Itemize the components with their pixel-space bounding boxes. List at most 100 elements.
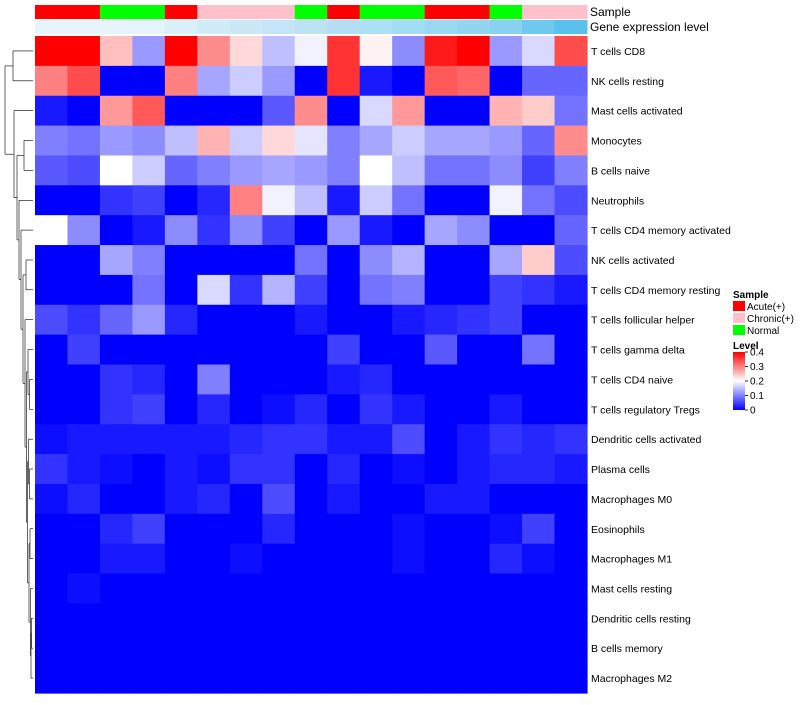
heatmap-cell xyxy=(424,334,458,366)
heatmap-cell xyxy=(327,424,361,455)
heatmap-cell xyxy=(197,394,231,425)
heatmap-cell xyxy=(99,364,134,395)
expression-annotation-cell xyxy=(132,20,166,34)
heatmap-cell xyxy=(99,663,134,694)
heatmap-cell xyxy=(424,424,458,455)
row-label: Eosinophils xyxy=(591,524,645,536)
heatmap-cell xyxy=(392,245,426,276)
heatmap-cell xyxy=(359,36,393,67)
heatmap-cell xyxy=(359,573,393,605)
expression-annotation-cell xyxy=(489,20,523,34)
heatmap-cell xyxy=(262,274,296,306)
heatmap-cell xyxy=(132,454,166,485)
heatmap-cell xyxy=(424,125,458,157)
heatmap-cell xyxy=(99,603,134,634)
heatmap-cell xyxy=(392,155,426,186)
heatmap-cell xyxy=(229,483,263,515)
heatmap-cell xyxy=(424,483,458,515)
heatmap-cell xyxy=(99,125,134,157)
heatmap-cell xyxy=(35,274,69,306)
level-tick-label: 0.4 xyxy=(750,348,764,359)
heatmap-cell xyxy=(294,215,328,246)
heatmap-cell xyxy=(99,334,134,366)
heatmap-cell xyxy=(35,483,69,515)
heatmap-cell xyxy=(229,304,263,336)
heatmap-cell xyxy=(359,633,393,664)
sample-annotation-cell xyxy=(294,5,328,19)
heatmap-cell xyxy=(229,394,263,425)
heatmap-cell xyxy=(99,513,134,545)
heatmap-cell xyxy=(359,454,393,485)
heatmap-cell xyxy=(392,36,426,67)
heatmap-cell xyxy=(164,603,198,634)
sample-annotation-cell xyxy=(67,5,101,19)
heatmap-cell xyxy=(294,513,328,545)
heatmap-cell xyxy=(197,125,231,157)
heatmap-cell xyxy=(359,364,393,395)
heatmap-cell xyxy=(35,334,69,366)
heatmap-cell xyxy=(424,65,458,97)
heatmap-cell xyxy=(294,543,328,575)
heatmap-cell xyxy=(99,633,134,664)
heatmap-cell xyxy=(67,364,101,395)
heatmap-cell xyxy=(522,454,556,485)
heatmap-cell xyxy=(392,603,426,634)
heatmap-cell xyxy=(294,274,328,306)
heatmap-cell xyxy=(164,573,198,605)
heatmap-cell xyxy=(99,215,134,246)
heatmap-cell xyxy=(67,185,101,216)
heatmap-cell xyxy=(262,36,296,67)
heatmap-cell xyxy=(522,215,556,246)
heatmap-cell xyxy=(35,663,69,694)
heatmap-cell xyxy=(392,663,426,694)
heatmap-cell xyxy=(392,215,426,246)
heatmap-cell xyxy=(522,394,556,425)
heatmap-cell xyxy=(554,95,588,127)
heatmap-cell xyxy=(229,155,263,186)
heatmap-cell xyxy=(294,603,328,634)
heatmap-cell xyxy=(229,633,263,664)
heatmap-cell xyxy=(35,394,69,425)
heatmap-cell xyxy=(164,36,198,67)
row-label: NK cells activated xyxy=(591,255,675,267)
heatmap-cell xyxy=(67,603,101,634)
heatmap-cell xyxy=(522,513,556,545)
heatmap-cell xyxy=(359,215,393,246)
heatmap-cell xyxy=(132,215,166,246)
heatmap-cell xyxy=(99,185,134,216)
heatmap-cell xyxy=(132,424,166,455)
heatmap-cell xyxy=(522,364,556,395)
heatmap-cell xyxy=(99,573,134,605)
level-tick-label: 0.3 xyxy=(750,362,764,373)
expression-annotation-cell xyxy=(99,20,133,34)
heatmap-cell xyxy=(489,334,523,366)
heatmap-cell xyxy=(164,663,198,694)
heatmap-cell xyxy=(197,424,231,455)
heatmap-cell xyxy=(554,274,588,306)
sample-annotation-cell xyxy=(164,5,198,19)
heatmap-cell xyxy=(522,603,556,634)
heatmap-cell xyxy=(327,364,361,395)
heatmap-cell xyxy=(392,364,426,395)
expression-annotation-cell xyxy=(262,20,296,34)
heatmap-cell xyxy=(164,633,198,664)
heatmap-cell xyxy=(197,245,231,276)
heatmap-cell xyxy=(359,125,393,157)
heatmap-cell xyxy=(457,603,491,634)
heatmap-cell xyxy=(67,274,101,306)
heatmap-cell xyxy=(522,424,556,455)
heatmap-cell xyxy=(489,304,523,336)
heatmap-cell xyxy=(197,65,231,97)
row-labels: T cells CD8 NK cells resting Mast cells ac… xyxy=(591,46,731,685)
sample-legend-title: Sample xyxy=(733,290,769,301)
heatmap-cell xyxy=(522,573,556,605)
heatmap-cell xyxy=(35,573,69,605)
heatmap-cell xyxy=(392,513,426,545)
heatmap-cell xyxy=(35,603,69,634)
heatmap-cell xyxy=(262,603,296,634)
heatmap-cell xyxy=(164,155,198,186)
heatmap-cell xyxy=(554,185,588,216)
heatmap-cell xyxy=(522,125,556,157)
heatmap-cell xyxy=(392,65,426,97)
heatmap-cell xyxy=(424,603,458,634)
